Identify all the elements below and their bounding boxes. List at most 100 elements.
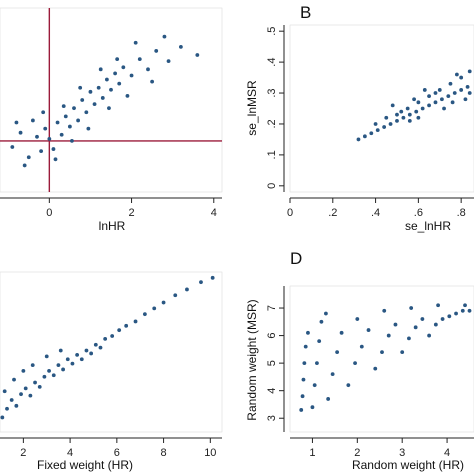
panel-b-y-tick-label: .3 <box>266 88 278 97</box>
panel-d-point <box>335 350 340 355</box>
panel-a-point <box>92 102 97 106</box>
panel-c-point <box>89 351 94 356</box>
panel-a-point <box>178 44 183 49</box>
panel-d-x-tick-label: 2 <box>354 447 360 459</box>
panel-c-point <box>75 353 80 357</box>
panel-b-x-tick-label: .8 <box>457 207 466 219</box>
panel-a-point <box>47 136 52 141</box>
panel-c-point <box>58 348 63 353</box>
panel-b-point <box>369 131 374 136</box>
panel-c-x-tick-label: 8 <box>161 447 167 459</box>
panel-c-x-tick-label: 6 <box>114 447 120 459</box>
panel-b-point <box>427 103 431 108</box>
panel-b-point <box>463 97 468 102</box>
panel-c-point <box>161 300 166 305</box>
panel-d-point <box>386 333 391 338</box>
panel-a-point <box>35 134 39 139</box>
panel-c-x-axis-label: Fixed weight (HR) <box>37 458 133 472</box>
panel-c-point <box>84 348 89 353</box>
panel-d-point <box>312 383 317 388</box>
panel-c-point <box>21 369 26 373</box>
panel-b-point <box>433 91 438 95</box>
panel-a-point <box>98 67 103 72</box>
panel-a-point <box>150 79 155 84</box>
panel-b-point <box>401 115 406 120</box>
panel-a-point <box>162 34 167 39</box>
panel-a-x-tick-label: 4 <box>211 207 217 219</box>
panel-b-point <box>467 91 472 95</box>
panel-a-point <box>30 118 35 123</box>
panel-d-point <box>303 344 308 349</box>
panel-a-point <box>195 53 200 57</box>
panel-c-point <box>142 312 147 317</box>
panel-a-point <box>96 85 101 90</box>
panel-a-point <box>125 94 130 98</box>
panel-c-point <box>19 392 23 397</box>
panel-a-point <box>72 106 76 111</box>
panel-d-point <box>467 308 472 313</box>
panel-d-point <box>382 308 387 313</box>
panel-a-point <box>22 163 27 168</box>
panel-b-point <box>448 81 453 86</box>
panel-c-point <box>98 345 103 350</box>
panel-b-y-axis-label: se_lnMSR <box>245 80 259 136</box>
panel-d-point <box>346 383 351 388</box>
panel-c-point <box>133 319 138 324</box>
panel-a-point <box>80 98 85 102</box>
panel-d-point <box>407 336 411 341</box>
panel-a-x-tick-label: 2 <box>128 207 134 219</box>
panel-a-point <box>18 130 23 135</box>
panel-b-point <box>395 112 399 117</box>
panel-c-point <box>185 287 189 292</box>
panel-c-plot-area <box>0 271 223 433</box>
panel-d-point <box>366 328 371 332</box>
panel-d: 1 2 3 4 3 4 5 6 7 Random weight (HR) Random weight… <box>245 249 474 472</box>
panel-c-point <box>61 367 65 372</box>
panel-d-point <box>447 314 452 319</box>
panel-b: 0 .2 .4 .6 .8 0 .1 .2 .3 .4 .5 se_lnHR se_lnMSR B <box>245 3 474 233</box>
panel-a-point <box>133 40 138 45</box>
panel-b-plot-area <box>289 24 474 193</box>
panel-b-letter: B <box>300 3 311 22</box>
panel-c-point <box>56 363 61 367</box>
panel-c-point <box>5 406 9 411</box>
panel-b-point <box>452 91 457 95</box>
panel-d-point <box>393 322 398 327</box>
panel-a-point <box>84 110 89 115</box>
panel-b-x-axis-label: se_lnHR <box>405 219 451 233</box>
panel-c-point <box>30 363 35 367</box>
panel-d-point <box>326 397 331 401</box>
panel-d-point <box>380 350 384 355</box>
panel-a-point <box>113 71 118 76</box>
panel-d-y-axis-label: Random weight (MSR) <box>245 299 259 420</box>
panel-c-point <box>44 354 49 359</box>
panel-d-point <box>319 319 324 324</box>
panel-d-y-tick-label: 6 <box>266 333 278 339</box>
panel-c-point <box>33 380 37 385</box>
panel-d-point <box>427 333 432 338</box>
panel-d-y-tick-label: 3 <box>266 415 278 421</box>
panel-b-point <box>375 128 380 133</box>
panel-d-point <box>409 306 414 310</box>
panel-b-point <box>427 94 431 99</box>
panel-b-point <box>390 103 395 108</box>
panel-b-point <box>362 134 367 139</box>
panel-c-point <box>79 357 84 362</box>
panel-b-point <box>412 97 416 102</box>
panel-a-point <box>137 57 142 62</box>
panel-b-point <box>422 88 427 92</box>
panel-b-x-tick-label: 0 <box>287 207 293 219</box>
panel-c-point <box>110 334 115 338</box>
panel-b-point <box>465 84 470 89</box>
panel-d-x-axis-label: Random weight (HR) <box>352 458 464 472</box>
panel-a-point <box>109 87 113 92</box>
panel-d-point <box>339 330 344 335</box>
panel-a-point <box>51 147 56 151</box>
panel-b-point <box>373 122 378 126</box>
panel-a-point <box>63 114 68 119</box>
panel-b-point <box>414 109 419 114</box>
panel-c-point <box>47 369 51 373</box>
panel-c-point <box>117 328 122 333</box>
panel-d-point <box>315 361 319 366</box>
panel-d-point <box>440 317 445 321</box>
